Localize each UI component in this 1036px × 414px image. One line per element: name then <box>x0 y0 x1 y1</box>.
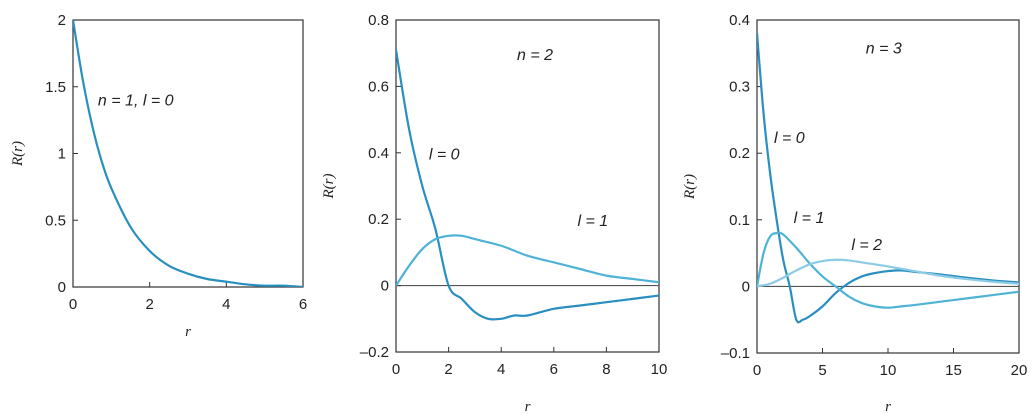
plot-frame <box>756 19 1020 354</box>
y-tick-label: 1.5 <box>45 79 66 96</box>
annotation-2: l = 0 <box>774 130 805 147</box>
x-tick-label: 20 <box>1011 362 1028 379</box>
y-tick-label: 0.1 <box>729 212 750 229</box>
y-tick-label: 0.8 <box>368 12 389 29</box>
series-line-1 <box>73 20 303 287</box>
y-tick-label: 0.2 <box>729 145 750 162</box>
y-tick-label: 0.6 <box>368 78 389 95</box>
y-tick-label: 0.4 <box>368 145 389 162</box>
x-axis-label: r <box>185 324 191 340</box>
x-tick-label: 0 <box>69 296 77 313</box>
y-tick-label: 0.2 <box>368 211 389 228</box>
y-tick-label: 1 <box>58 146 66 163</box>
y-tick-label: 0.5 <box>45 212 66 229</box>
y-axis-label: R(r) <box>10 141 26 167</box>
y-tick-label: –0.2 <box>360 344 389 361</box>
series-line-2 <box>396 234 659 287</box>
x-tick-label: 2 <box>145 296 153 313</box>
annotation-3: l = 1 <box>794 210 825 227</box>
x-tick-label: 5 <box>818 362 826 379</box>
annotation-1: n = 1, l = 0 <box>98 92 174 109</box>
chart-panel-3: 0 5 10 15 20–0.100.10.20.30.4rR(r)n = 3l = 0… <box>682 12 1027 414</box>
y-axis-label: R(r) <box>682 174 698 200</box>
series-line-1 <box>396 49 659 321</box>
x-tick-label: 10 <box>880 362 897 379</box>
annotation-1: n = 3 <box>866 40 902 57</box>
y-tick-label: 0.3 <box>729 79 750 96</box>
annotation-3: l = 1 <box>577 213 608 230</box>
x-tick-label: 6 <box>550 361 558 378</box>
y-tick-label: 2 <box>58 12 66 29</box>
series-line-3 <box>757 258 1019 288</box>
y-tick-label: 0 <box>381 278 389 295</box>
x-axis-label: r <box>885 399 891 414</box>
chart-panel-2: 0 2 4 6 8 10–0.200.20.40.60.8rR(r)n = 2l = 0l… <box>321 12 667 414</box>
x-tick-label: 15 <box>945 362 962 379</box>
x-tick-label: 10 <box>651 361 668 378</box>
x-tick-label: 6 <box>299 296 307 313</box>
x-tick-label: 8 <box>602 361 610 378</box>
x-tick-label: 4 <box>222 296 230 313</box>
x-tick-label: 2 <box>444 361 452 378</box>
x-tick-label: 0 <box>753 362 761 379</box>
annotation-2: l = 0 <box>429 146 460 163</box>
x-axis-label: r <box>525 399 531 414</box>
y-tick-label: 0 <box>742 278 750 295</box>
x-tick-label: 0 <box>392 361 400 378</box>
plot-frame <box>72 19 304 288</box>
annotation-4: l = 2 <box>851 237 882 254</box>
y-tick-label: 0 <box>58 279 66 296</box>
series-line-1 <box>757 33 1019 324</box>
series-line-2 <box>757 231 1019 309</box>
x-tick-label: 4 <box>497 361 505 378</box>
y-axis-label: R(r) <box>321 174 337 200</box>
annotation-1: n = 2 <box>517 47 553 64</box>
y-tick-label: 0.4 <box>729 12 750 29</box>
y-tick-label: –0.1 <box>721 345 750 362</box>
plot-frame <box>395 19 660 353</box>
chart-panel-1: 0 2 4 6 0 0.5 1 1.5 2 r R(r) n = 1, l = 0 <box>10 12 307 340</box>
